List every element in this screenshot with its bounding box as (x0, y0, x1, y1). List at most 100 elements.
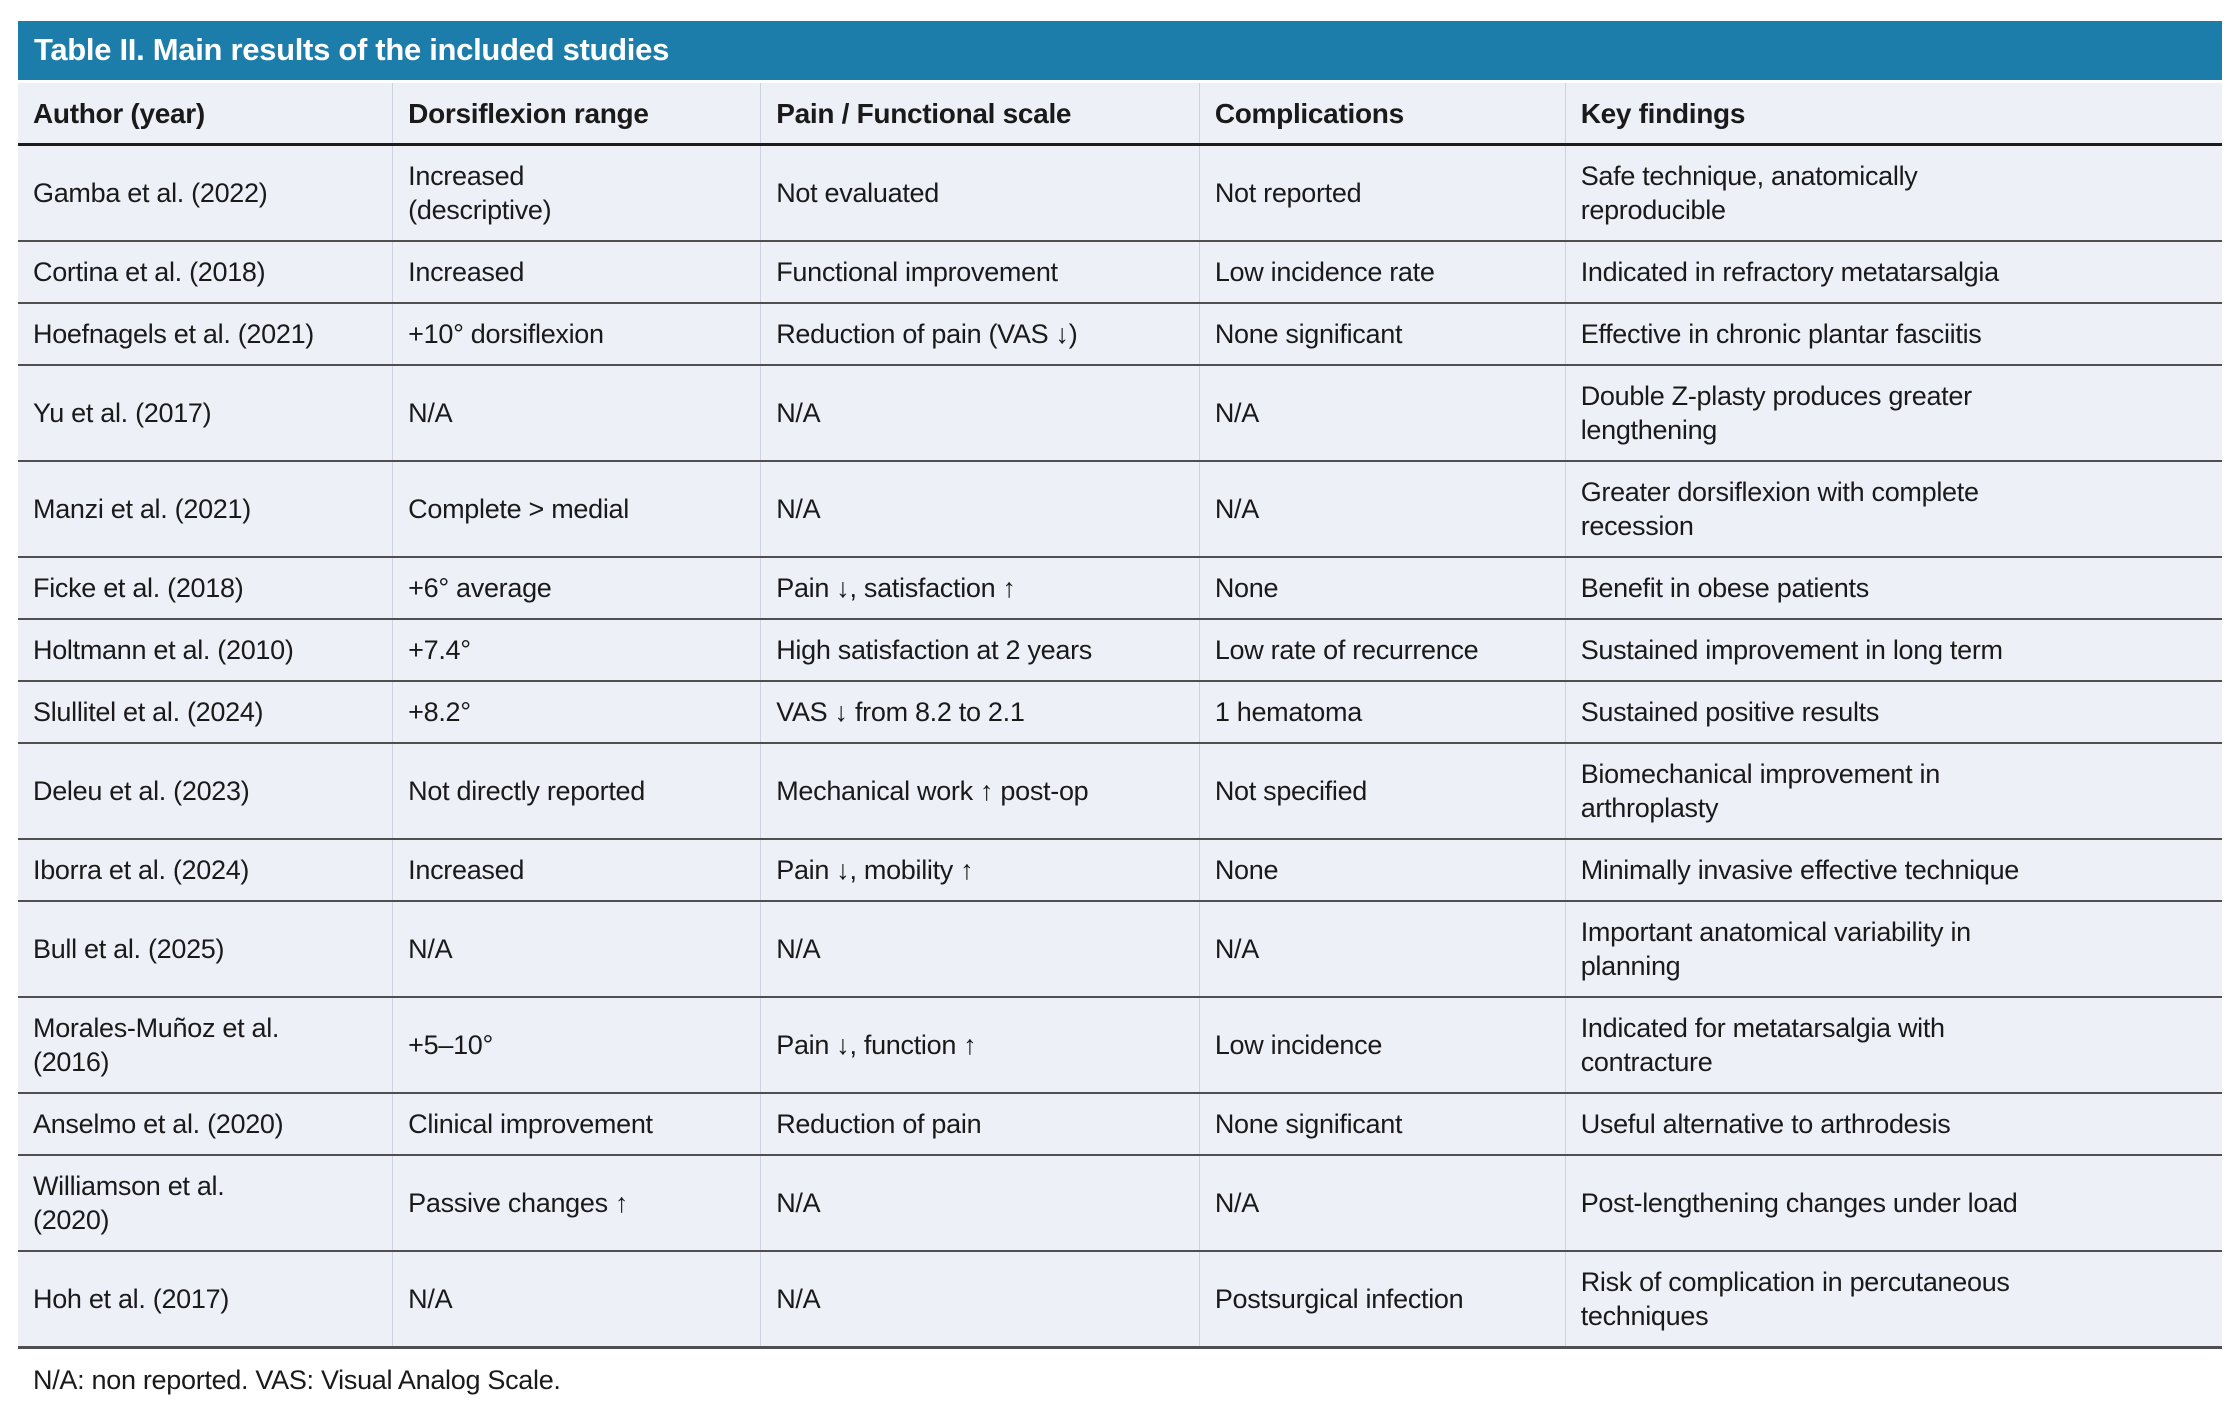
cell-dorsiflexion: Complete > medial (392, 460, 761, 557)
table-row: Iborra et al. (2024) Increased Pain ↓, m… (18, 838, 2222, 901)
cell-key-findings: Post-lengthening changes under load (1564, 1154, 2222, 1251)
cell-complications: None significant (1198, 1092, 1566, 1155)
cell-dorsiflexion: Increased (392, 838, 761, 901)
cell-key-findings: Sustained improvement in long term (1564, 618, 2222, 681)
table-row: Manzi et al. (2021) Complete > medial N/… (18, 460, 2222, 557)
cell-key-findings: Sustained positive results (1564, 680, 2222, 743)
cell-pain-scale: Reduction of pain (VAS ↓) (760, 302, 1200, 365)
cell-author: Hoefnagels et al. (2021) (18, 302, 393, 365)
cell-pain-scale: N/A (760, 364, 1200, 461)
cell-dorsiflexion: Increased (392, 240, 761, 303)
cell-complications: Postsurgical infection (1198, 1250, 1566, 1348)
table-row: Ficke et al. (2018) +6° average Pain ↓, … (18, 556, 2222, 619)
cell-key-findings: Useful alternative to arthrodesis (1564, 1092, 2222, 1155)
cell-key-findings: Indicated in refractory metatarsalgia (1564, 240, 2222, 303)
cell-author: Yu et al. (2017) (18, 364, 393, 461)
cell-key-findings: Biomechanical improvement in arthroplast… (1564, 742, 2222, 839)
table-title: Table II. Main results of the included s… (18, 21, 2222, 83)
cell-key-findings: Benefit in obese patients (1564, 556, 2222, 619)
cell-complications: Not reported (1198, 144, 1566, 241)
cell-author: Cortina et al. (2018) (18, 240, 393, 303)
cell-key-findings: Minimally invasive effective technique (1564, 838, 2222, 901)
table-row: Anselmo et al. (2020) Clinical improveme… (18, 1092, 2222, 1155)
cell-author: Iborra et al. (2024) (18, 838, 393, 901)
cell-pain-scale: Functional improvement (760, 240, 1200, 303)
table-row: Cortina et al. (2018) Increased Function… (18, 240, 2222, 303)
cell-dorsiflexion: Not directly reported (392, 742, 761, 839)
cell-complications: None (1198, 838, 1566, 901)
cell-dorsiflexion: Passive changes ↑ (392, 1154, 761, 1251)
cell-author: Ficke et al. (2018) (18, 556, 393, 619)
cell-dorsiflexion: N/A (392, 364, 761, 461)
column-header-key-findings: Key findings (1564, 83, 2222, 146)
table-row: Yu et al. (2017) N/A N/A N/A Double Z-pl… (18, 364, 2222, 461)
results-table: Author (year) Dorsiflexion range Pain / … (18, 83, 2222, 1349)
cell-author: Holtmann et al. (2010) (18, 618, 393, 681)
table-row: Hoefnagels et al. (2021) +10° dorsiflexi… (18, 302, 2222, 365)
cell-complications: None significant (1198, 302, 1566, 365)
cell-complications: None (1198, 556, 1566, 619)
cell-dorsiflexion: +6° average (392, 556, 761, 619)
table-row: Hoh et al. (2017) N/A N/A Postsurgical i… (18, 1250, 2222, 1348)
column-header-pain-scale: Pain / Functional scale (760, 83, 1200, 146)
cell-author: Anselmo et al. (2020) (18, 1092, 393, 1155)
table-header: Author (year) Dorsiflexion range Pain / … (18, 83, 2222, 146)
cell-author: Slullitel et al. (2024) (18, 680, 393, 743)
table-row: Gamba et al. (2022) Increased (descripti… (18, 144, 2222, 241)
cell-pain-scale: Not evaluated (760, 144, 1200, 241)
cell-key-findings: Indicated for metatarsalgia with contrac… (1564, 996, 2222, 1093)
cell-pain-scale: VAS ↓ from 8.2 to 2.1 (760, 680, 1200, 743)
column-header-author: Author (year) (18, 83, 393, 146)
table-row: Deleu et al. (2023) Not directly reporte… (18, 742, 2222, 839)
cell-complications: N/A (1198, 364, 1566, 461)
table-footnote: N/A: non reported. VAS: Visual Analog Sc… (33, 1365, 561, 1395)
cell-dorsiflexion: +5–10° (392, 996, 761, 1093)
cell-pain-scale: Pain ↓, function ↑ (760, 996, 1200, 1093)
table-row: Morales-Muñoz et al. (2016) +5–10° Pain … (18, 996, 2222, 1093)
cell-pain-scale: Pain ↓, mobility ↑ (760, 838, 1200, 901)
cell-complications: Low rate of recurrence (1198, 618, 1566, 681)
cell-author: Manzi et al. (2021) (18, 460, 393, 557)
cell-author: Deleu et al. (2023) (18, 742, 393, 839)
table-row: Bull et al. (2025) N/A N/A N/A Important… (18, 900, 2222, 997)
column-header-dorsiflexion: Dorsiflexion range (392, 83, 761, 146)
cell-key-findings: Greater dorsiflexion with complete reces… (1564, 460, 2222, 557)
results-table-container: Table II. Main results of the included s… (18, 21, 2222, 1396)
cell-author: Bull et al. (2025) (18, 900, 393, 997)
cell-complications: Not specified (1198, 742, 1566, 839)
header-row: Author (year) Dorsiflexion range Pain / … (18, 83, 2222, 146)
cell-dorsiflexion: +10° dorsiflexion (392, 302, 761, 365)
cell-key-findings: Double Z-plasty produces greater lengthe… (1564, 364, 2222, 461)
table-row: Williamson et al. (2020) Passive changes… (18, 1154, 2222, 1251)
cell-dorsiflexion: N/A (392, 1250, 761, 1348)
cell-pain-scale: N/A (760, 460, 1200, 557)
table-body: Gamba et al. (2022) Increased (descripti… (18, 144, 2222, 1348)
cell-pain-scale: N/A (760, 900, 1200, 997)
cell-dorsiflexion: Clinical improvement (392, 1092, 761, 1155)
cell-complications: Low incidence rate (1198, 240, 1566, 303)
cell-dorsiflexion: Increased (descriptive) (392, 144, 761, 241)
cell-key-findings: Risk of complication in percutaneous tec… (1564, 1250, 2222, 1348)
table-row: Holtmann et al. (2010) +7.4° High satisf… (18, 618, 2222, 681)
cell-complications: N/A (1198, 460, 1566, 557)
cell-pain-scale: High satisfaction at 2 years (760, 618, 1200, 681)
cell-pain-scale: Pain ↓, satisfaction ↑ (760, 556, 1200, 619)
cell-author: Williamson et al. (2020) (18, 1154, 393, 1251)
column-header-complications: Complications (1198, 83, 1566, 146)
cell-key-findings: Effective in chronic plantar fasciitis (1564, 302, 2222, 365)
cell-dorsiflexion: N/A (392, 900, 761, 997)
cell-complications: Low incidence (1198, 996, 1566, 1093)
cell-author: Hoh et al. (2017) (18, 1250, 393, 1348)
cell-complications: 1 hematoma (1198, 680, 1566, 743)
cell-author: Morales-Muñoz et al. (2016) (18, 996, 393, 1093)
cell-key-findings: Safe technique, anatomically reproducibl… (1564, 144, 2222, 241)
cell-pain-scale: Reduction of pain (760, 1092, 1200, 1155)
cell-pain-scale: Mechanical work ↑ post-op (760, 742, 1200, 839)
cell-pain-scale: N/A (760, 1154, 1200, 1251)
table-row: Slullitel et al. (2024) +8.2° VAS ↓ from… (18, 680, 2222, 743)
cell-key-findings: Important anatomical variability in plan… (1564, 900, 2222, 997)
cell-complications: N/A (1198, 900, 1566, 997)
cell-author: Gamba et al. (2022) (33, 178, 268, 208)
cell-dorsiflexion: +7.4° (392, 618, 761, 681)
